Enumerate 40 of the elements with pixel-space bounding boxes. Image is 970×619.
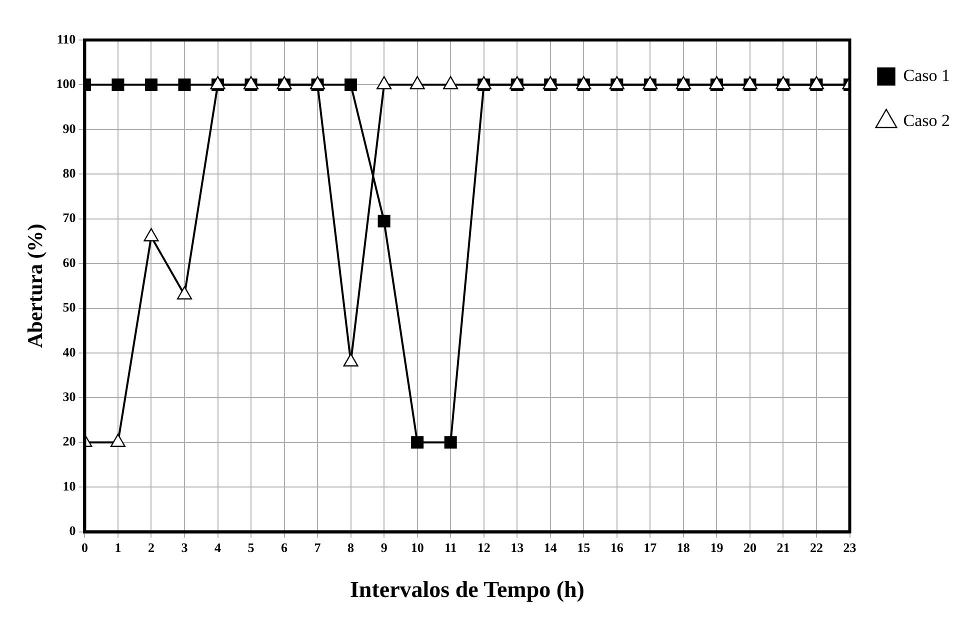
x-tick-label: 10	[410, 540, 424, 555]
legend-label: Caso 2	[903, 110, 950, 130]
y-tick-label: 100	[56, 76, 76, 92]
x-tick-label: 4	[214, 540, 222, 555]
x-tick-label: 2	[148, 540, 154, 555]
y-tick-label: 70	[62, 210, 76, 226]
x-tick-label: 22	[810, 540, 823, 555]
x-tick-label: 18	[676, 540, 690, 555]
y-tick-label: 30	[62, 389, 76, 404]
y-tick-label: 90	[62, 120, 76, 136]
y-tick-label: 40	[62, 344, 76, 360]
x-tick-label: 19	[710, 540, 724, 555]
x-tick-label: 15	[577, 540, 591, 555]
legend-label: Caso 1	[903, 66, 950, 85]
y-tick-label: 0	[69, 523, 76, 538]
x-tick-label: 23	[843, 540, 857, 555]
x-tick-label: 5	[248, 540, 255, 555]
x-tick-label: 8	[348, 540, 355, 555]
x-tick-label: 11	[444, 540, 457, 555]
y-tick-label: 10	[62, 478, 76, 494]
y-tick-label: 20	[62, 434, 76, 449]
x-tick-label: 12	[477, 540, 490, 555]
x-tick-label: 3	[181, 540, 188, 555]
x-axis-title: Intervalos de Tempo (h)	[350, 577, 584, 602]
x-tick-label: 14	[544, 540, 558, 555]
y-tick-label: 80	[62, 165, 76, 180]
x-tick-label: 9	[380, 540, 388, 555]
x-tick-label: 1	[114, 540, 122, 555]
x-tick-label: 6	[281, 540, 288, 555]
x-tick-label: 0	[81, 540, 88, 555]
x-tick-label: 17	[644, 540, 658, 555]
x-tick-label: 20	[743, 540, 756, 555]
y-tick-label: 110	[56, 31, 76, 46]
x-tick-label: 7	[314, 540, 322, 555]
x-tick-label: 13	[510, 540, 524, 555]
x-tick-label: 21	[776, 540, 790, 555]
y-tick-label: 50	[62, 300, 76, 315]
y-axis-title: Abertura (%)	[23, 224, 48, 348]
y-tick-label: 60	[62, 254, 76, 270]
x-tick-label: 16	[610, 540, 624, 555]
